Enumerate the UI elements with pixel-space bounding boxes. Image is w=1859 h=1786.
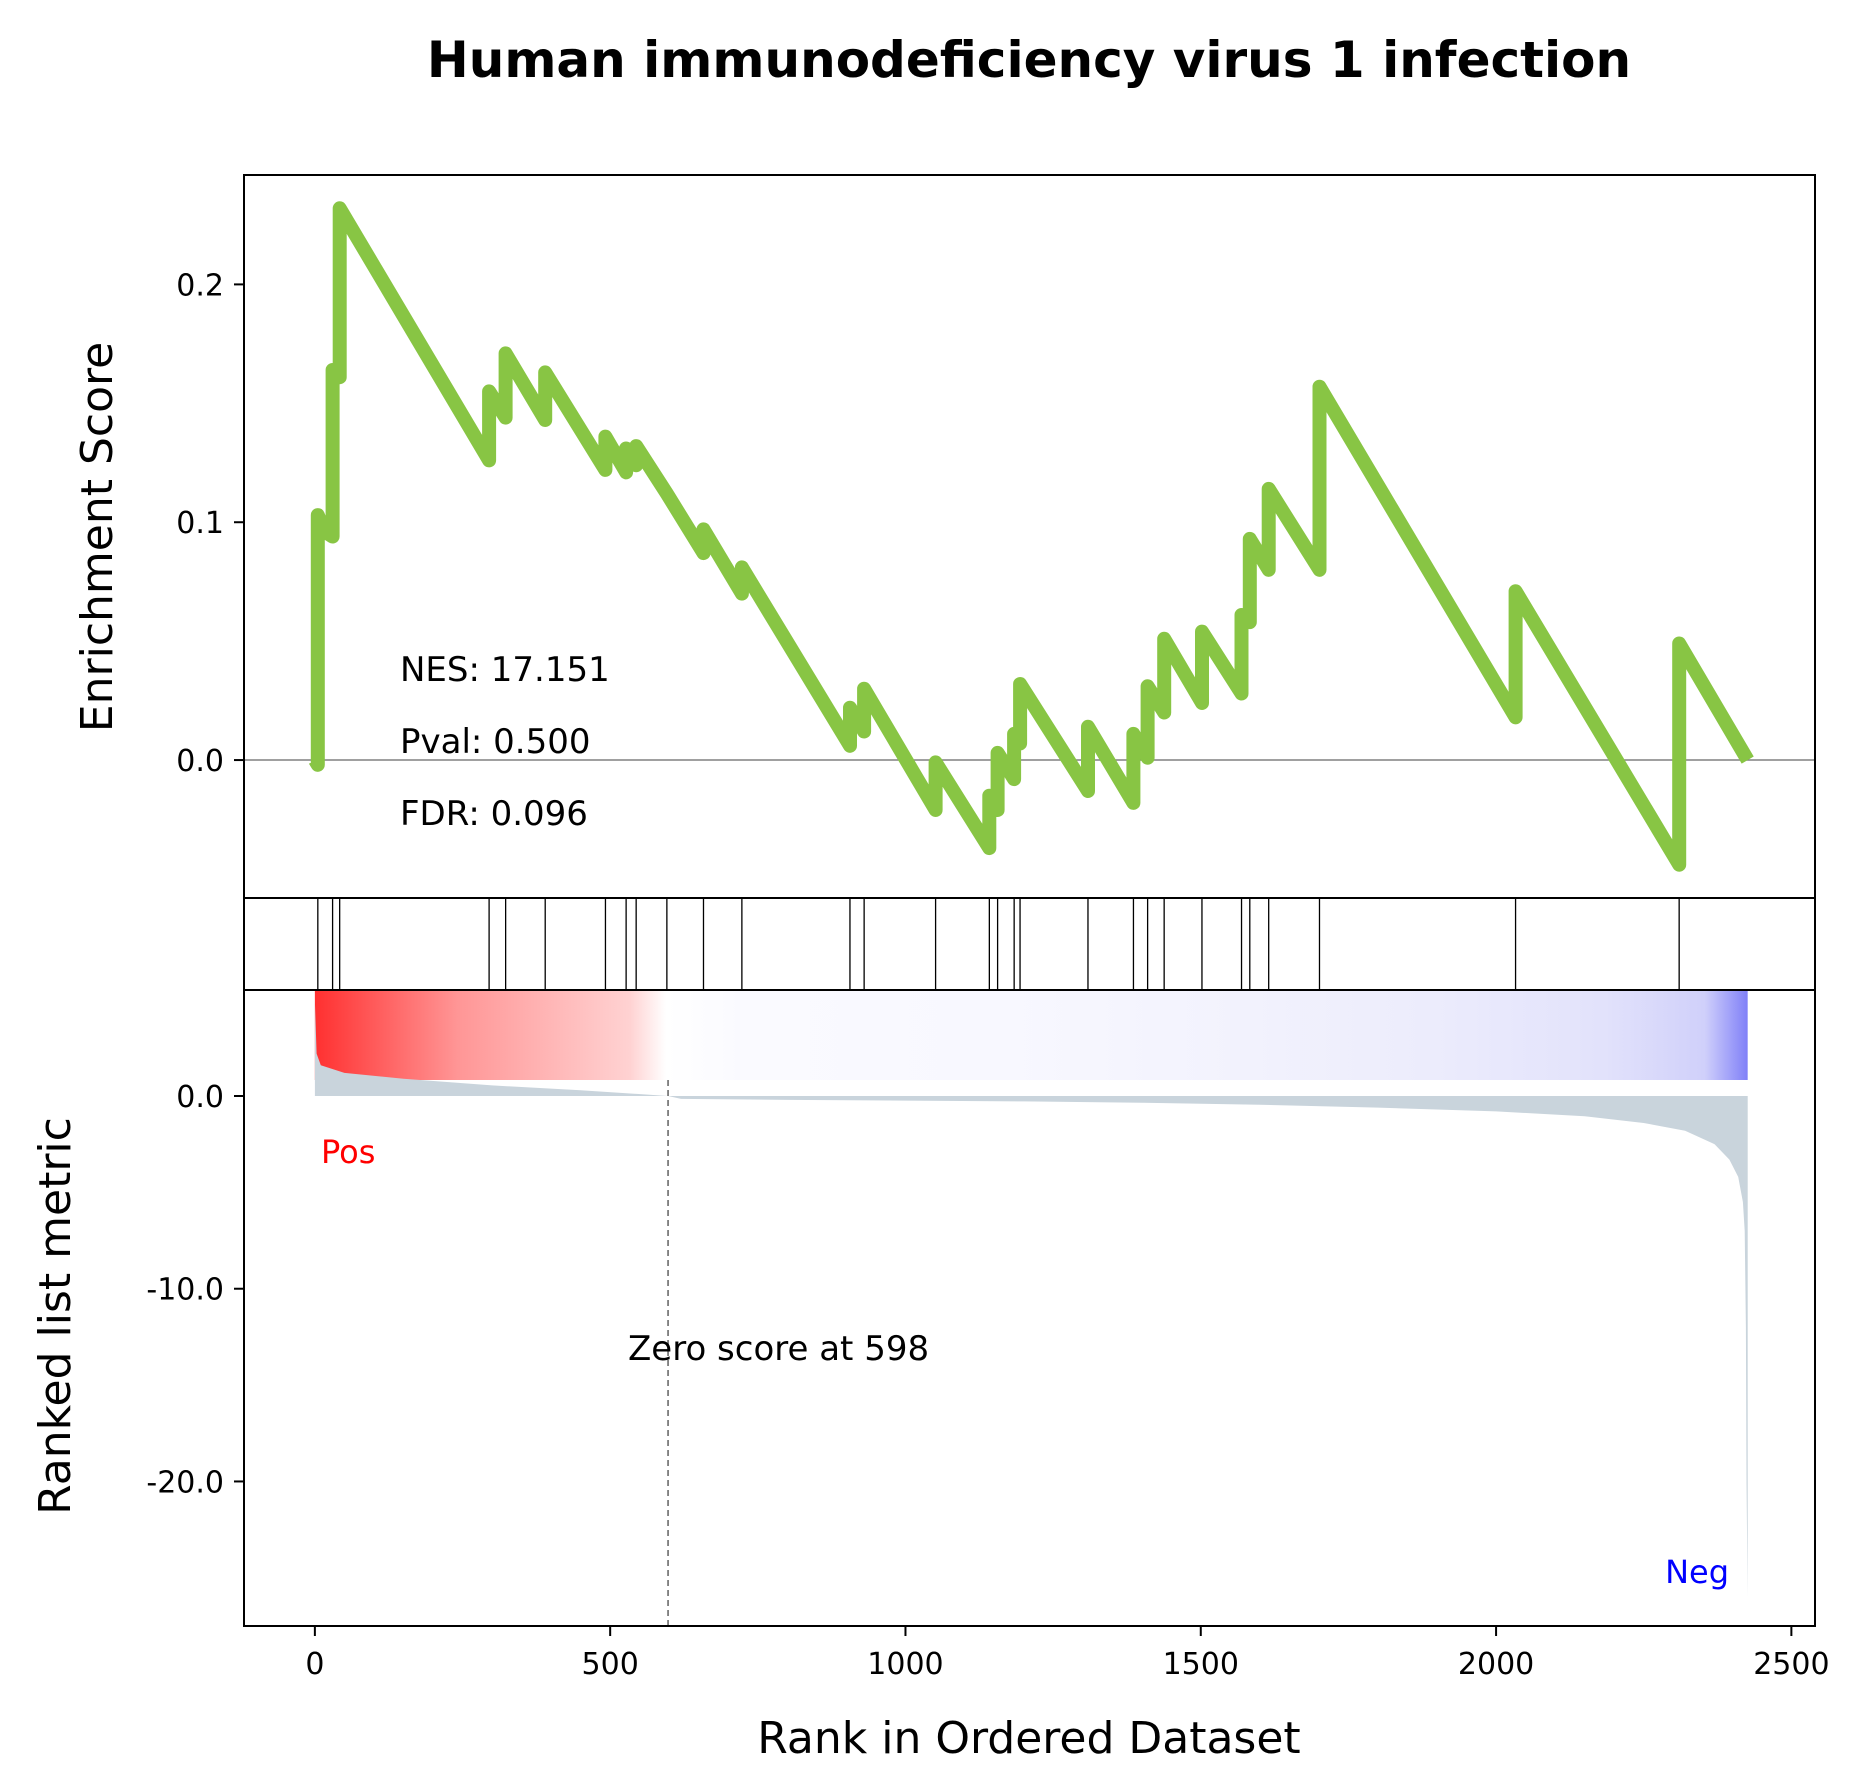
rank-tick-label: -20.0: [146, 1465, 224, 1500]
x-axis-ticks: 0 500 1000 1500 2000 2500: [305, 1626, 1830, 1682]
es-axis-label: Enrichment Score: [72, 342, 123, 732]
fdr-stat: FDR: 0.096: [400, 794, 588, 834]
rank-gradient-bar: [314, 990, 1748, 1080]
es-frame: [243, 174, 1816, 899]
neg-label: Neg: [1665, 1553, 1729, 1591]
hit-strip: [317, 898, 1680, 990]
rank-tick-label: 0.0: [176, 1080, 224, 1115]
zero-score-label: Zero score at 598: [628, 1329, 929, 1369]
rank-metric-area: [314, 1001, 1748, 1598]
es-tick-label: 0.2: [176, 268, 224, 303]
x-tick-label: 0: [305, 1647, 324, 1682]
x-axis-label: Rank in Ordered Dataset: [757, 1713, 1300, 1764]
es-tick-label: 0.1: [176, 506, 224, 541]
x-tick-label: 1000: [867, 1647, 943, 1682]
pos-label: Pos: [321, 1133, 375, 1171]
rank-frame: [243, 989, 1816, 1627]
x-tick-label: 2500: [1753, 1647, 1829, 1682]
hit-frame: [243, 897, 1816, 991]
x-tick-label: 500: [582, 1647, 639, 1682]
rank-tick-label: -10.0: [146, 1273, 224, 1308]
x-tick-label: 1500: [1163, 1647, 1239, 1682]
es-tick-label: 0.0: [176, 744, 224, 779]
es-y-ticks: 0.0 0.1 0.2: [176, 268, 244, 779]
rank-axis-label: Ranked list metric: [30, 1117, 81, 1515]
rank-y-ticks: 0.0 -10.0 -20.0: [146, 1080, 244, 1500]
rank-panel: Zero score at 598 Pos Neg 0.0-10.0-20.0 …: [30, 1001, 1748, 1626]
pval-stat: Pval: 0.500: [400, 722, 591, 762]
chart-title: Human immunodeficiency virus 1 infection: [427, 31, 1631, 89]
es-line: [308, 201, 1754, 872]
es-panel: 0.0 0.1 0.2 NES: 17.151 Pval: 0.500 FDR: 0…: [72, 201, 1815, 872]
nes-stat: NES: 17.151: [400, 650, 610, 690]
x-tick-label: 2000: [1458, 1647, 1534, 1682]
